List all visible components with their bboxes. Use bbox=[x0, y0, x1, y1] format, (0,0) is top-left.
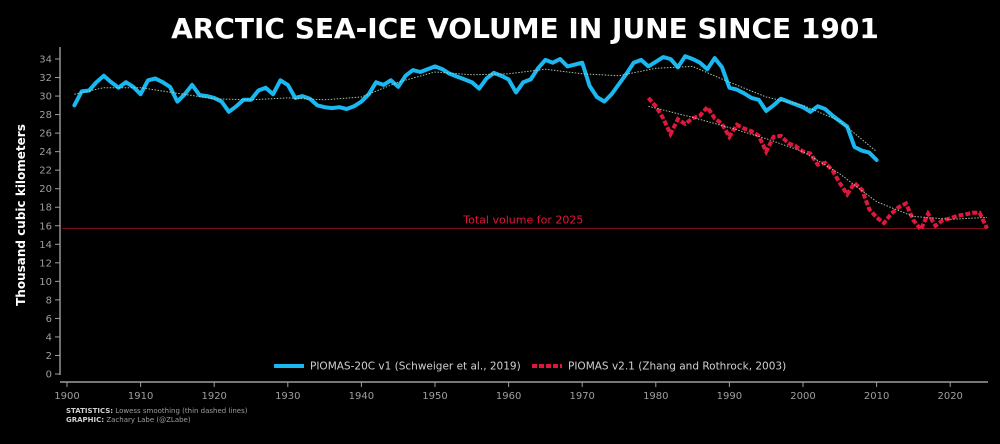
y-tick-label: 32 bbox=[39, 73, 52, 84]
y-tick-label: 6 bbox=[46, 314, 52, 325]
footer-graphic: GRAPHIC: Zachary Labe (@ZLabe) bbox=[66, 416, 191, 424]
reference-group: Total volume for 2025 bbox=[62, 214, 988, 230]
x-tick-label: 1910 bbox=[128, 391, 153, 402]
x-tick-label: 1900 bbox=[54, 391, 79, 402]
y-tick-label: 4 bbox=[46, 332, 52, 343]
footer-statistics: STATISTICS: Lowess smoothing (thin dashe… bbox=[66, 407, 248, 415]
y-tick-label: 30 bbox=[39, 92, 52, 103]
reference-line-label: Total volume for 2025 bbox=[462, 214, 583, 227]
smoothed-line-piomas-20c bbox=[74, 65, 877, 152]
y-tick-label: 14 bbox=[39, 240, 52, 251]
x-tick-label: 1970 bbox=[569, 391, 594, 402]
y-tick-label: 28 bbox=[39, 110, 52, 121]
footer-statistics-label: STATISTICS: bbox=[66, 407, 113, 415]
footer-graphic-text: Zachary Labe (@ZLabe) bbox=[104, 416, 191, 424]
y-tick-label: 8 bbox=[46, 295, 52, 306]
series-group bbox=[72, 54, 989, 234]
y-tick-label: 34 bbox=[39, 55, 52, 66]
x-tick-label: 1980 bbox=[643, 391, 668, 402]
y-tick-label: 22 bbox=[39, 166, 52, 177]
chart-title: ARCTIC SEA-ICE VOLUME IN JUNE SINCE 1901 bbox=[171, 12, 879, 45]
series-line-piomas-v21 bbox=[646, 96, 989, 234]
x-tick-label: 2010 bbox=[864, 391, 889, 402]
y-tick-label: 12 bbox=[39, 258, 52, 269]
y-tick-label: 18 bbox=[39, 203, 52, 214]
x-tick-label: 1940 bbox=[349, 391, 374, 402]
y-axis-label: Thousand cubic kilometers bbox=[14, 124, 28, 306]
y-tick-label: 24 bbox=[39, 147, 52, 158]
series-line-piomas-20c bbox=[72, 54, 879, 162]
y-tick-label: 2 bbox=[46, 351, 52, 362]
footer-statistics-text: Lowess smoothing (thin dashed lines) bbox=[113, 407, 248, 415]
x-tick-label: 1950 bbox=[422, 391, 447, 402]
x-tick-label: 1920 bbox=[201, 391, 226, 402]
y-tick-label: 20 bbox=[39, 184, 52, 195]
x-tick-label: 1960 bbox=[496, 391, 521, 402]
x-tick-label: 2000 bbox=[790, 391, 815, 402]
x-tick-label: 2020 bbox=[937, 391, 962, 402]
y-tick-label: 16 bbox=[39, 221, 52, 232]
legend-label-piomas-v21: PIOMAS v2.1 (Zhang and Rothrock, 2003) bbox=[568, 361, 786, 373]
footer-graphic-label: GRAPHIC: bbox=[66, 416, 104, 424]
y-tick-label: 26 bbox=[39, 129, 52, 140]
y-tick-label: 0 bbox=[46, 370, 52, 381]
legend-label-piomas-20c: PIOMAS-20C v1 (Schweiger et al., 2019) bbox=[310, 361, 521, 373]
y-tick-label: 10 bbox=[39, 277, 52, 288]
x-tick-label: 1990 bbox=[717, 391, 742, 402]
x-tick-label: 1930 bbox=[275, 391, 300, 402]
legend: PIOMAS-20C v1 (Schweiger et al., 2019) PI… bbox=[274, 361, 786, 373]
